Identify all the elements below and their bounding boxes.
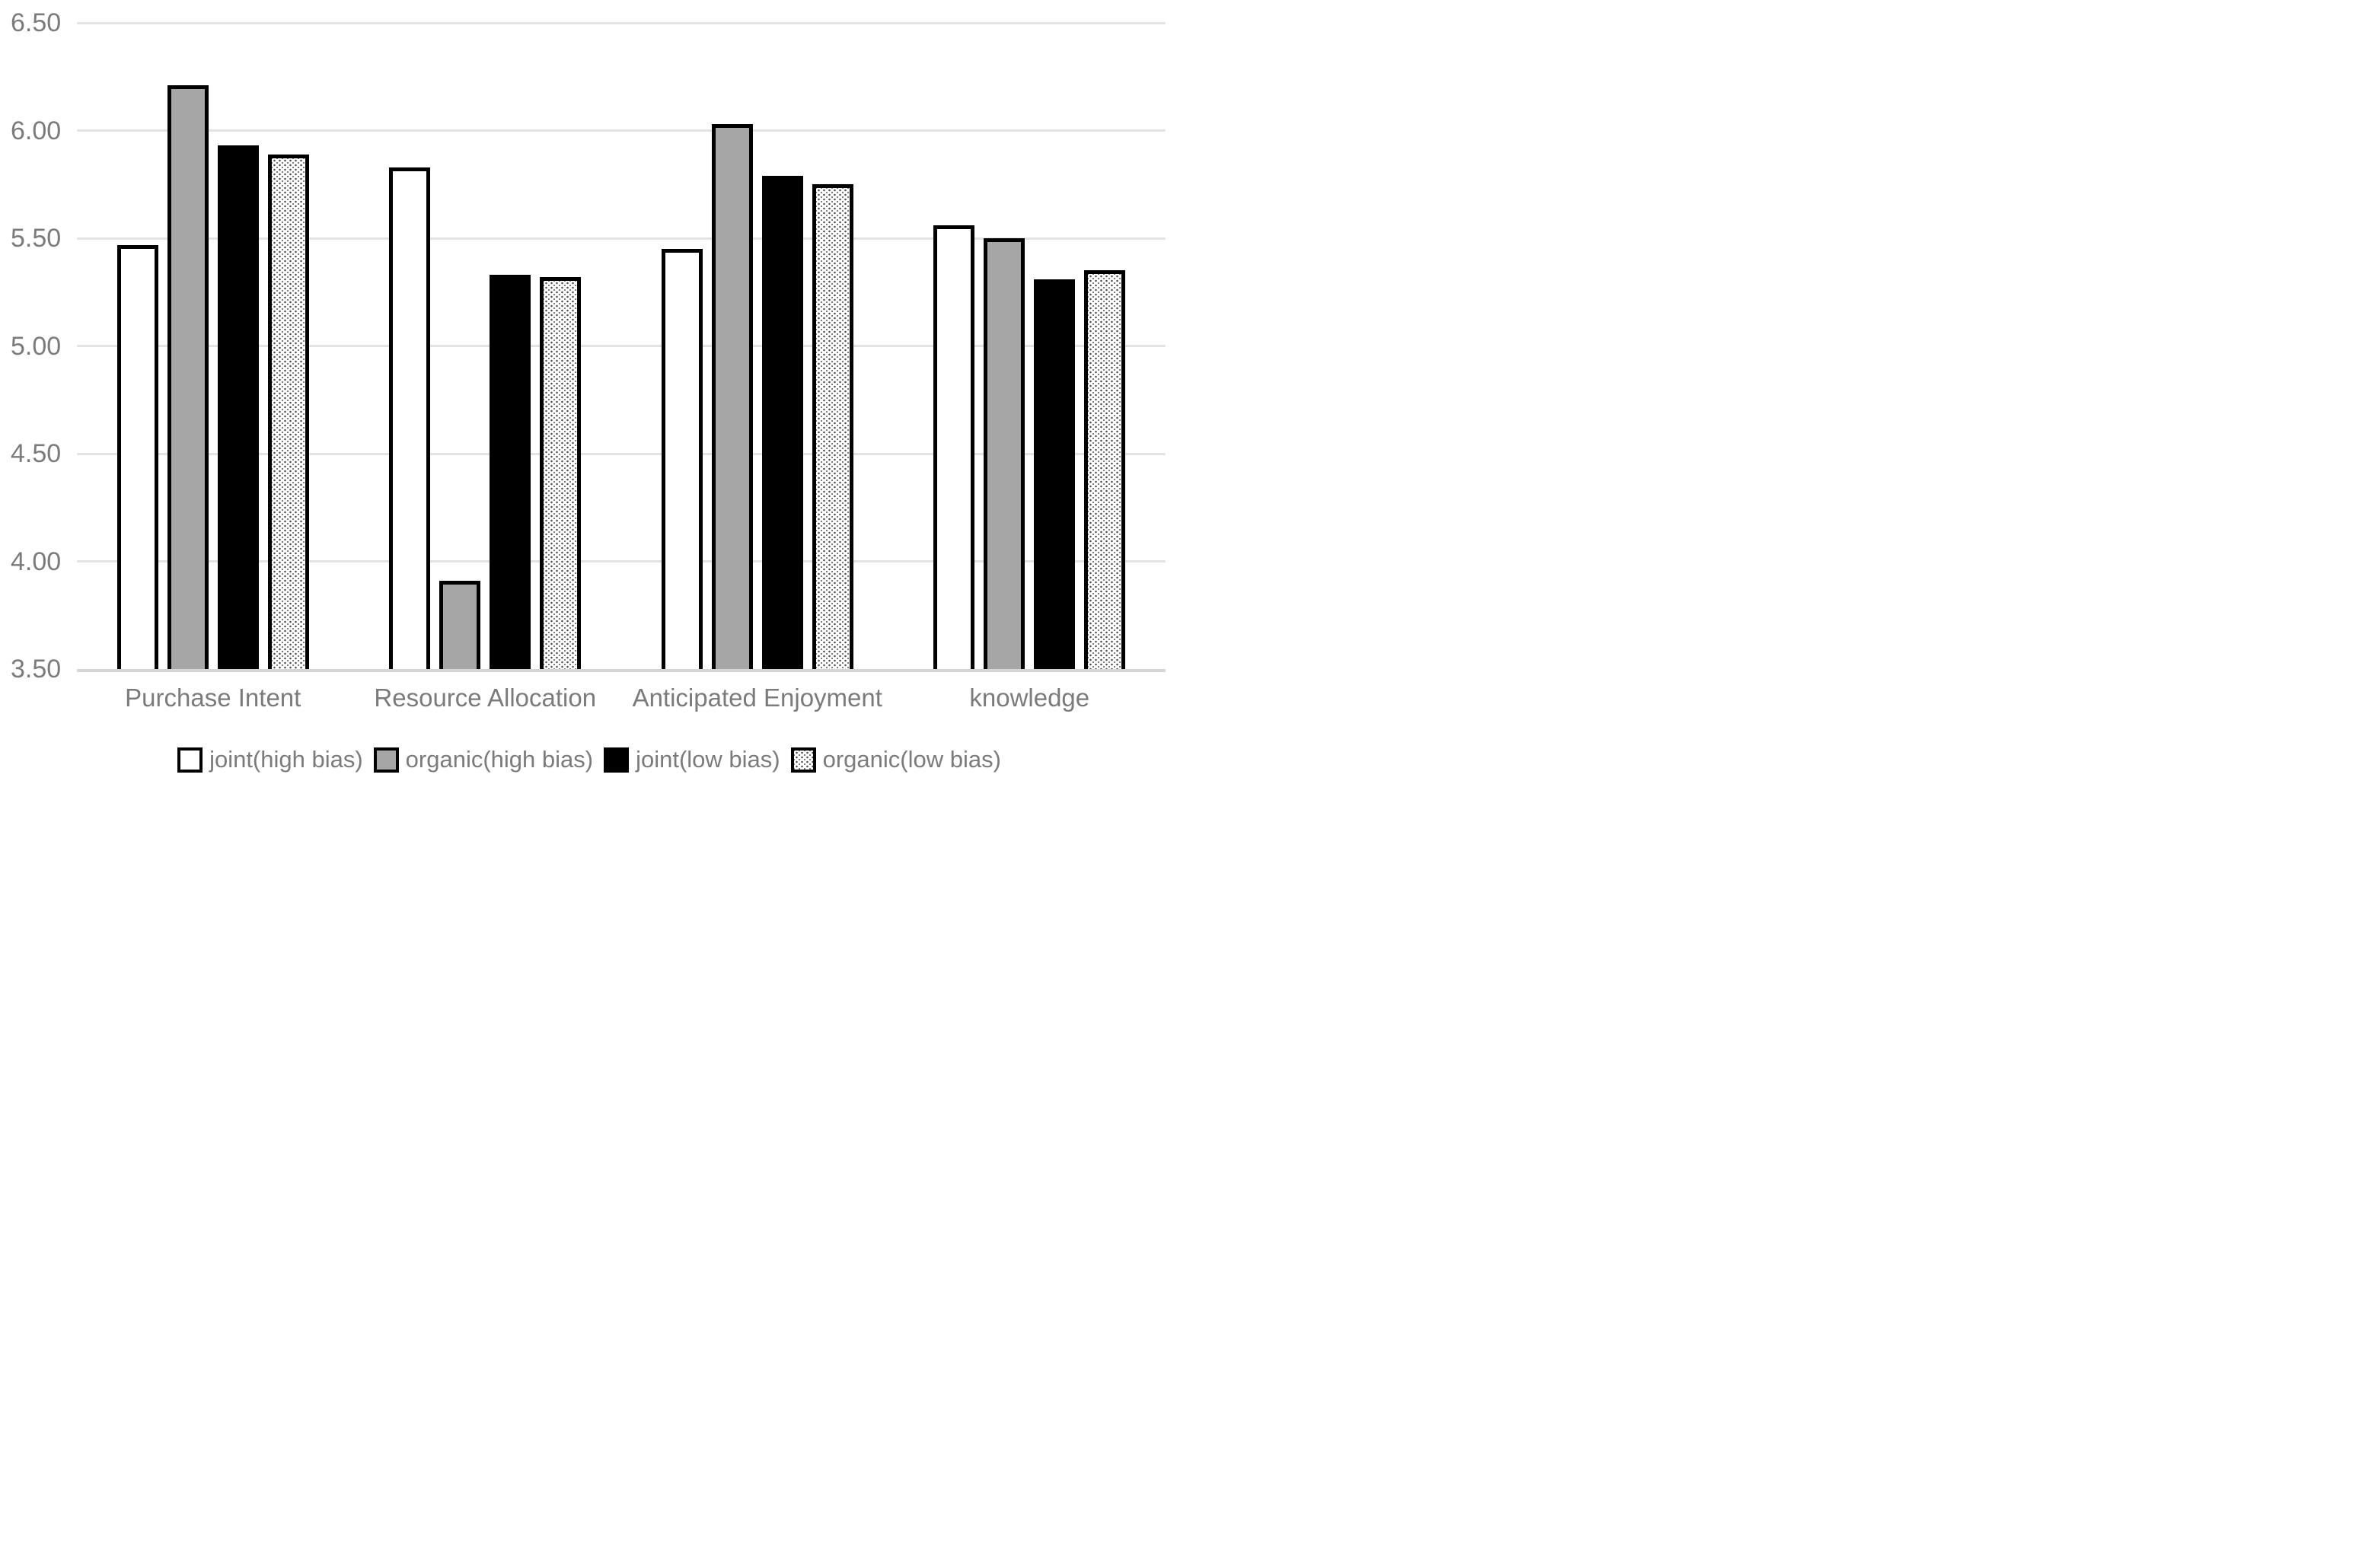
bar-joint-low-bias <box>217 145 259 669</box>
y-tick-label: 5.50 <box>11 224 62 253</box>
legend-label: joint(high bias) <box>209 746 363 773</box>
bar-group-knowledge <box>933 0 1126 669</box>
bar-joint-high-bias <box>661 249 703 669</box>
legend-swatch-dotted-icon <box>790 747 816 773</box>
gridline-6.00 <box>77 129 1166 132</box>
bar-organic-low-bias <box>267 154 309 669</box>
bar-organic-low-bias <box>812 184 853 669</box>
gridline-5.50 <box>77 237 1166 240</box>
legend-label: organic(low bias) <box>822 746 1001 773</box>
legend-item: joint(high bias) <box>177 746 363 773</box>
bar-joint-high-bias <box>116 244 158 669</box>
bar-organic-high-bias <box>711 124 753 669</box>
bar-organic-low-bias <box>1084 270 1126 669</box>
bar-group-anticipated-enjoyment <box>661 0 853 669</box>
bar-organic-high-bias <box>167 85 209 669</box>
gridline-5.00 <box>77 345 1166 347</box>
legend-swatch-black-icon <box>604 747 630 773</box>
legend-swatch-white-icon <box>177 747 203 773</box>
legend: joint(high bias) organic(high bias) joint(… <box>0 746 1178 773</box>
bar-group-resource-allocation <box>389 0 582 669</box>
y-tick-label: 4.00 <box>11 547 62 576</box>
bar-joint-high-bias <box>933 225 975 669</box>
legend-item: organic(high bias) <box>373 746 594 773</box>
bar-joint-low-bias <box>490 275 531 669</box>
y-tick-label: 4.50 <box>11 439 62 468</box>
gridline-4.00 <box>77 560 1166 563</box>
legend-label: organic(high bias) <box>405 746 594 773</box>
bar-joint-low-bias <box>761 175 803 669</box>
bar-organic-high-bias <box>439 580 481 669</box>
bar-joint-low-bias <box>1034 279 1076 669</box>
bar-organic-low-bias <box>540 276 582 669</box>
gridline-4.50 <box>77 452 1166 455</box>
legend-item: organic(low bias) <box>790 746 1001 773</box>
y-tick-label: 6.50 <box>11 8 62 37</box>
legend-item: joint(low bias) <box>604 746 780 773</box>
bar-joint-high-bias <box>389 167 431 669</box>
bar-group-purchase-intent <box>116 0 309 669</box>
category-label: Resource Allocation <box>374 684 597 712</box>
y-tick-label: 3.50 <box>11 655 62 684</box>
legend-swatch-gray-icon <box>373 747 399 773</box>
gridline-6.50 <box>77 21 1166 24</box>
bar-organic-high-bias <box>984 238 1025 669</box>
category-label: Purchase Intent <box>125 684 301 712</box>
y-tick-label: 6.00 <box>11 116 62 145</box>
bar-chart-figure: 6.50 6.00 5.50 5.00 4.50 4.00 3.50 Purchase In… <box>0 0 1178 784</box>
category-label: knowledge <box>969 684 1090 712</box>
legend-label: joint(low bias) <box>636 746 780 773</box>
y-tick-label: 5.00 <box>11 331 62 361</box>
plot-area <box>77 0 1166 672</box>
category-label: Anticipated Enjoyment <box>632 684 882 712</box>
